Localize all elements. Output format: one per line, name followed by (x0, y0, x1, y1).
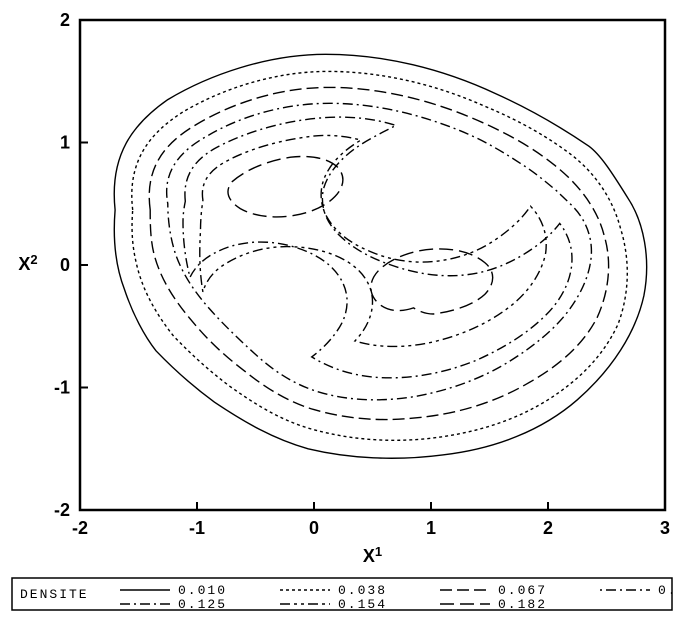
contour-chart: -2 -1 0 1 2 3 -2 -1 0 1 2 X1 X2 DENSITE 0.010 0.038 0.06… (10, 10, 674, 619)
legend-value: 0.038 (338, 583, 387, 598)
y-tick-label: 2 (60, 10, 70, 30)
legend-value: 0.096 (658, 583, 674, 598)
x-axis-label: X1 (363, 544, 382, 566)
legend-value: 0.067 (498, 583, 547, 598)
y-tick-label: -1 (54, 378, 70, 398)
x-tick-label: -1 (189, 518, 205, 538)
legend-value: 0.154 (338, 597, 387, 612)
legend-title: DENSITE (20, 587, 89, 602)
y-axis-label: X2 (18, 252, 37, 274)
x-tick-label: 1 (426, 518, 436, 538)
y-tick-label: -2 (54, 500, 70, 520)
x-tick-label: 0 (309, 518, 319, 538)
y-tick-label: 0 (60, 255, 70, 275)
y-tick-label: 1 (60, 133, 70, 153)
x-tick-label: -2 (72, 518, 88, 538)
legend-value: 0.125 (178, 597, 227, 612)
chart-svg: -2 -1 0 1 2 3 -2 -1 0 1 2 X1 X2 DENSITE 0.010 0.038 0.06… (10, 10, 674, 619)
x-tick-label: 2 (543, 518, 553, 538)
legend-value: 0.010 (178, 583, 227, 598)
x-tick-label: 3 (660, 518, 670, 538)
legend-value: 0.182 (498, 597, 547, 612)
